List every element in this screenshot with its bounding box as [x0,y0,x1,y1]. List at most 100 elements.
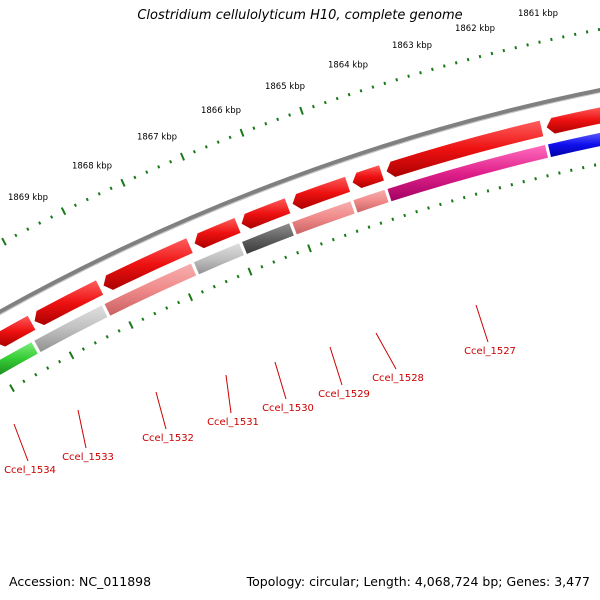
ruler-tick [216,140,220,144]
gene-leader-line [225,374,232,414]
ruler-tick [573,32,577,37]
ruler-tick [585,30,589,34]
ruler-label: 1864 kbp [328,61,368,71]
ruler-tick [145,170,149,174]
ruler-tick [85,197,89,202]
gene-label: Ccel_1527 [464,346,516,357]
gene-leader-line [475,304,489,343]
gene-arrow [102,236,195,291]
ruler-tick [264,121,268,126]
gene-arrow [240,197,292,230]
gene-leader-line [274,361,287,400]
gene-label: Ccel_1534 [4,465,56,476]
cog-segment [103,262,198,317]
genome-backbone [0,87,600,316]
ruler-tick [597,27,600,32]
ruler-tick [419,71,422,75]
ruler-label: 1863 kbp [392,41,432,51]
ruler-tick [359,89,363,93]
ruler-tick [276,117,280,122]
ruler-tick [228,135,232,140]
ruler-tick [157,165,161,169]
gene-arrow [0,314,37,348]
gene-leader-line [77,409,87,449]
ruler-label: 1869 kbp [8,193,48,203]
gene-leader-line [375,332,397,370]
ruler-tick [490,51,494,56]
ruler-tick [395,78,399,82]
gene-arrow [385,119,545,179]
gene-label: Ccel_1531 [207,417,259,428]
ruler-tick [204,145,208,149]
gene-leader-line [13,423,29,462]
cog-segment [290,199,356,236]
gene-arrow [193,216,242,250]
length-text: Length: 4,068,724 bp; [363,574,503,589]
cog-segment [386,143,550,203]
cog-segment [352,188,390,214]
ruler-tick [60,207,67,216]
ruler-tick [562,35,565,39]
gene-arrow [545,106,600,135]
genes-count-text: Genes: 3,477 [506,574,590,589]
ruler-tick [288,113,292,117]
ruler-label: 1865 kbp [265,82,305,92]
gene-label: Ccel_1533 [62,452,114,463]
ruler-tick [526,43,529,47]
gene-label: Ccel_1532 [142,433,194,444]
topology-text: Topology: circular; [246,574,360,589]
ruler-tick [442,64,446,68]
gene-label: Ccel_1530 [262,403,314,414]
ruler-tick [383,81,387,86]
gene-label: Ccel_1528 [372,373,424,384]
ruler-tick [14,233,18,238]
ruler-tick [514,45,518,50]
cog-segment [546,131,600,159]
ruler-label: 1867 kbp [137,132,177,142]
ruler-tick [335,96,339,101]
ruler-tick [454,61,458,65]
gene-arrow [33,279,105,327]
ruler-tick [169,159,173,164]
accession-text: Accession: NC_011898 [9,574,152,589]
ruler-tick [252,126,256,130]
ruler-tick [97,192,101,196]
ruler-label: 1862 kbp [455,24,495,34]
ruler-tick [466,57,470,62]
ruler-tick [431,67,434,72]
genome-stats: Topology: circular; Length: 4,068,724 bp… [247,574,590,589]
ruler-label: 1868 kbp [72,162,112,172]
ruler-label: 1861 kbp [518,9,558,19]
gene-arrow [351,164,386,190]
map-title: Clostridium cellulolyticum H10, complete… [137,8,463,23]
ruler-tick [239,128,245,137]
ruler-tick [73,203,77,208]
gene-leader-line [155,391,167,430]
ruler-tick [407,74,410,78]
ruler-tick [50,215,54,219]
cog-segment [0,340,40,377]
ruler-tick [120,178,126,187]
gene-label: Ccel_1529 [318,389,370,400]
ruler-tick [133,175,137,180]
ruler-tick [299,106,304,115]
ruler-tick [550,37,553,42]
ruler-tick [323,100,327,105]
ruler-tick [347,92,351,97]
ruler-tick [26,227,30,231]
ruler-tick [38,221,42,225]
ruler-tick [502,48,506,53]
cog-segment [240,222,296,256]
gene-leader-line [329,346,343,386]
cog-segment [32,304,109,354]
gene-arrow [291,175,352,211]
ruler-tick [109,186,113,191]
ruler-tick [1,237,7,246]
ruler-tick [311,104,315,109]
cog-segment [192,241,246,276]
ruler-tick [180,152,185,161]
ruler-tick [538,40,541,44]
ruler-label: 1866 kbp [201,106,241,116]
ruler-tick [478,54,482,59]
